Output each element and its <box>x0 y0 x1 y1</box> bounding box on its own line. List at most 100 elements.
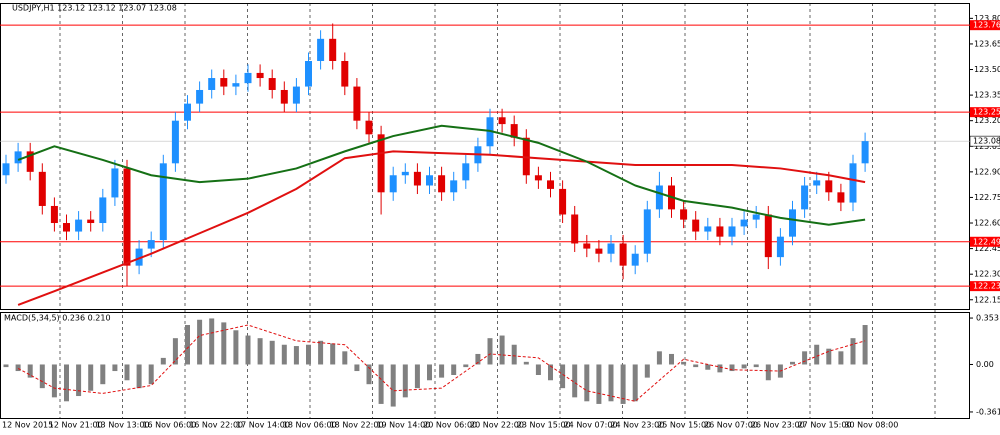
macd-bar <box>27 364 33 378</box>
macd-bar <box>644 364 650 378</box>
x-tick-label: 18 Nov 06:00 <box>283 421 337 430</box>
candle-body <box>837 192 845 203</box>
candle-body <box>147 240 155 249</box>
candle-body <box>789 209 796 237</box>
candle-body <box>317 38 325 61</box>
candle-body <box>571 214 579 244</box>
x-tick-label: 23 Nov 15:00 <box>517 421 571 430</box>
macd-bar <box>112 364 118 372</box>
candle-body <box>692 219 700 232</box>
candle-body <box>26 151 34 172</box>
macd-bar <box>221 322 227 365</box>
current-price-tag <box>969 135 1000 147</box>
macd-bar <box>717 364 723 373</box>
candle-body <box>341 60 349 87</box>
macd-bar <box>124 364 130 381</box>
macd-tick-label: 0.00 <box>976 360 994 369</box>
macd-bar <box>729 364 735 372</box>
macd-bar <box>39 364 45 389</box>
x-tick-label: 20 Nov 22:00 <box>470 421 524 430</box>
x-tick-label: 20 Nov 06:00 <box>423 421 477 430</box>
macd-tick-label: -0.361 <box>976 407 1000 416</box>
candle-body <box>232 83 240 87</box>
candle-body <box>171 120 179 164</box>
candle-body <box>2 163 10 176</box>
macd-bar <box>499 335 505 365</box>
macd-bar <box>572 364 578 398</box>
x-tick-label: 25 Nov 15:00 <box>657 421 711 430</box>
y-tick-label: 123.80 <box>974 14 1000 23</box>
macd-bar <box>535 364 541 375</box>
macd-bar <box>838 351 844 365</box>
candle-body <box>305 60 312 87</box>
x-tick-label: 24 Nov 07:00 <box>564 421 618 430</box>
macd-bar <box>390 364 396 407</box>
y-tick-label: 123.65 <box>974 39 1000 48</box>
macd-bar <box>584 364 590 402</box>
macd-title: MACD(5,34,5) 0.236 0.210 <box>4 314 111 323</box>
x-tick-label: 26 Nov 07:00 <box>704 421 758 430</box>
candle-body <box>619 243 627 266</box>
macd-bar <box>378 364 384 404</box>
candle-body <box>643 209 651 254</box>
macd-bar <box>681 361 687 365</box>
candle-body <box>365 120 373 135</box>
candle-body <box>607 243 615 254</box>
candle-body <box>438 175 446 193</box>
level-label: 123.76 <box>973 21 1000 30</box>
macd-bar <box>100 364 106 385</box>
candle-body <box>655 185 663 210</box>
x-tick-label: 13 Nov 13:00 <box>96 421 150 430</box>
candle-body <box>63 223 70 232</box>
macd-bar <box>463 364 469 368</box>
level-tag <box>970 20 1000 31</box>
macd-bar <box>366 364 372 385</box>
level-tag <box>970 236 1000 247</box>
candle-body <box>728 226 736 237</box>
macd-bar <box>765 364 771 381</box>
candle-body <box>752 214 760 220</box>
macd-bar <box>354 364 360 372</box>
candle-body <box>353 86 361 121</box>
macd-bar <box>15 364 21 372</box>
y-tick-label: 122.60 <box>974 219 1000 228</box>
current-price-label: 123.08 <box>973 137 1000 146</box>
candle-body <box>135 248 143 266</box>
x-tick-label: 12 Nov 21:00 <box>49 421 103 430</box>
macd-bar <box>814 344 820 365</box>
candle-body <box>559 188 567 215</box>
candle-body <box>413 171 421 186</box>
candle-body <box>292 86 300 104</box>
candle-body <box>196 89 204 104</box>
candle-body <box>123 168 131 266</box>
macd-bar <box>693 364 699 368</box>
macd-signal <box>17 324 866 402</box>
x-tick-label: 30 Nov 08:00 <box>844 421 898 430</box>
candle-body <box>716 226 724 237</box>
x-tick-label: 19 Nov 14:00 <box>376 421 430 430</box>
x-tick-label: 18 Nov 22:00 <box>330 421 384 430</box>
candle-body <box>764 214 772 258</box>
macd-bar <box>148 364 154 385</box>
candle-body <box>280 89 288 104</box>
candle-body <box>329 38 337 61</box>
macd-bar <box>293 346 299 365</box>
macd-bar <box>548 364 553 381</box>
candle-body <box>462 163 470 181</box>
macd-bar <box>705 364 711 370</box>
candle-body <box>801 185 809 210</box>
macd-bar <box>3 364 9 368</box>
macd-bar <box>160 357 166 365</box>
macd-bar <box>451 364 457 375</box>
candle-body <box>99 197 107 224</box>
chart-title: USDJPY,H1 123.12 123.12 123.07 123.08 <box>12 4 177 13</box>
candle-body <box>704 226 712 232</box>
x-tick-label: 17 Nov 14:00 <box>236 421 290 430</box>
level-label: 123.25 <box>973 108 1000 117</box>
macd-bar <box>608 364 614 402</box>
x-tick-label: 16 Nov 06:00 <box>142 421 196 430</box>
candle-body <box>111 168 119 198</box>
macd-bar <box>596 364 602 404</box>
candle-body <box>14 151 22 164</box>
